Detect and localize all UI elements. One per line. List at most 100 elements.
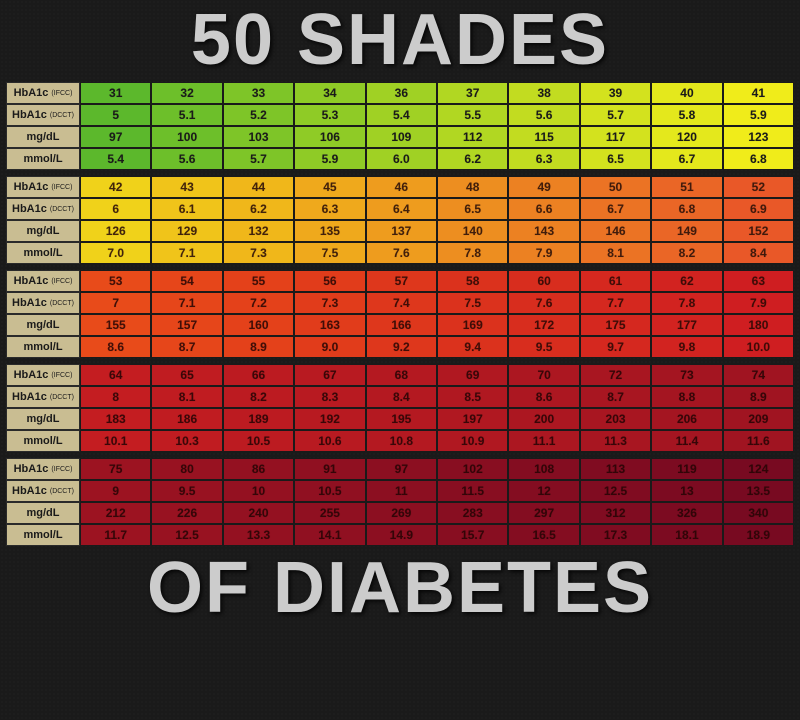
row-label: mg/dL [6,502,80,524]
data-cell: 15.7 [437,524,508,546]
data-cell: 6.6 [508,198,579,220]
data-cell: 297 [508,502,579,524]
data-cell: 51 [651,176,722,198]
data-cell: 6.2 [223,198,294,220]
data-cell: 200 [508,408,579,430]
section-2-row-3: mmol/L8.68.78.99.09.29.49.59.79.810.0 [6,336,794,358]
data-cell: 119 [651,458,722,480]
data-cell: 11.6 [723,430,794,452]
data-cell: 103 [223,126,294,148]
row-label-sub: (DCCT) [50,488,74,495]
data-cell: 68 [366,364,437,386]
data-cell: 152 [723,220,794,242]
data-cell: 6.3 [294,198,365,220]
data-cell: 7.8 [437,242,508,264]
data-cell: 137 [366,220,437,242]
data-cell: 13 [651,480,722,502]
section-1: HbA1c(IFCC)42434445464849505152HbA1c(DCC… [6,176,794,264]
section-3: HbA1c(IFCC)64656667686970727374HbA1c(DCC… [6,364,794,452]
data-cell: 9.4 [437,336,508,358]
row-label: HbA1c(DCCT) [6,480,80,502]
data-cell: 172 [508,314,579,336]
data-cell: 7.5 [294,242,365,264]
data-cell: 6.1 [151,198,222,220]
data-cell: 14.1 [294,524,365,546]
data-cell: 120 [651,126,722,148]
section-2-row-1: HbA1c(DCCT)77.17.27.37.47.57.67.77.87.9 [6,292,794,314]
data-cell: 206 [651,408,722,430]
row-label-main: mg/dL [27,319,60,331]
data-cell: 5 [80,104,151,126]
data-cell: 269 [366,502,437,524]
data-cell: 6.9 [723,198,794,220]
data-cell: 5.7 [580,104,651,126]
section-0: HbA1c(IFCC)31323334363738394041HbA1c(DCC… [6,82,794,170]
data-cell: 11.3 [580,430,651,452]
row-label: HbA1c(IFCC) [6,82,80,104]
data-cell: 12.5 [151,524,222,546]
row-label-main: mmol/L [23,247,62,259]
data-cell: 69 [437,364,508,386]
data-cell: 52 [723,176,794,198]
data-cell: 45 [294,176,365,198]
data-cell: 10.5 [223,430,294,452]
data-cell: 192 [294,408,365,430]
data-cell: 97 [366,458,437,480]
data-cell: 73 [651,364,722,386]
data-cell: 54 [151,270,222,292]
data-cell: 117 [580,126,651,148]
row-label-sub: (DCCT) [50,206,74,213]
data-cell: 283 [437,502,508,524]
data-cell: 11.1 [508,430,579,452]
data-cell: 6.8 [723,148,794,170]
row-label-main: mmol/L [23,153,62,165]
data-cell: 42 [80,176,151,198]
data-cell: 7 [80,292,151,314]
row-label-main: mg/dL [27,131,60,143]
row-label: HbA1c(DCCT) [6,104,80,126]
data-cell: 17.3 [580,524,651,546]
data-cell: 203 [580,408,651,430]
data-cell: 31 [80,82,151,104]
data-cell: 5.4 [80,148,151,170]
data-cell: 129 [151,220,222,242]
data-cell: 8.6 [508,386,579,408]
data-cell: 11.4 [651,430,722,452]
data-cell: 8.9 [723,386,794,408]
data-cell: 9.5 [508,336,579,358]
data-cell: 32 [151,82,222,104]
row-label-main: HbA1c [14,463,49,475]
data-cell: 12.5 [580,480,651,502]
data-cell: 60 [508,270,579,292]
data-cell: 7.3 [223,242,294,264]
row-label: mg/dL [6,126,80,148]
data-cell: 5.4 [366,104,437,126]
data-cell: 10.9 [437,430,508,452]
data-cell: 10 [223,480,294,502]
row-label-main: HbA1c [12,297,47,309]
row-label-main: HbA1c [12,391,47,403]
data-cell: 7.7 [580,292,651,314]
data-cell: 8.2 [223,386,294,408]
data-cell: 5.9 [294,148,365,170]
data-cell: 65 [151,364,222,386]
section-2-row-0: HbA1c(IFCC)53545556575860616263 [6,270,794,292]
data-cell: 115 [508,126,579,148]
data-cell: 6.7 [580,198,651,220]
data-cell: 326 [651,502,722,524]
row-label: mg/dL [6,408,80,430]
data-cell: 55 [223,270,294,292]
data-cell: 212 [80,502,151,524]
data-cell: 5.1 [151,104,222,126]
data-cell: 340 [723,502,794,524]
data-cell: 49 [508,176,579,198]
data-cell: 180 [723,314,794,336]
data-cell: 149 [651,220,722,242]
data-cell: 11.5 [437,480,508,502]
data-cell: 11 [366,480,437,502]
row-label: HbA1c(IFCC) [6,270,80,292]
data-cell: 46 [366,176,437,198]
row-label-main: mg/dL [27,413,60,425]
section-4-row-0: HbA1c(IFCC)7580869197102108113119124 [6,458,794,480]
data-cell: 7.6 [366,242,437,264]
